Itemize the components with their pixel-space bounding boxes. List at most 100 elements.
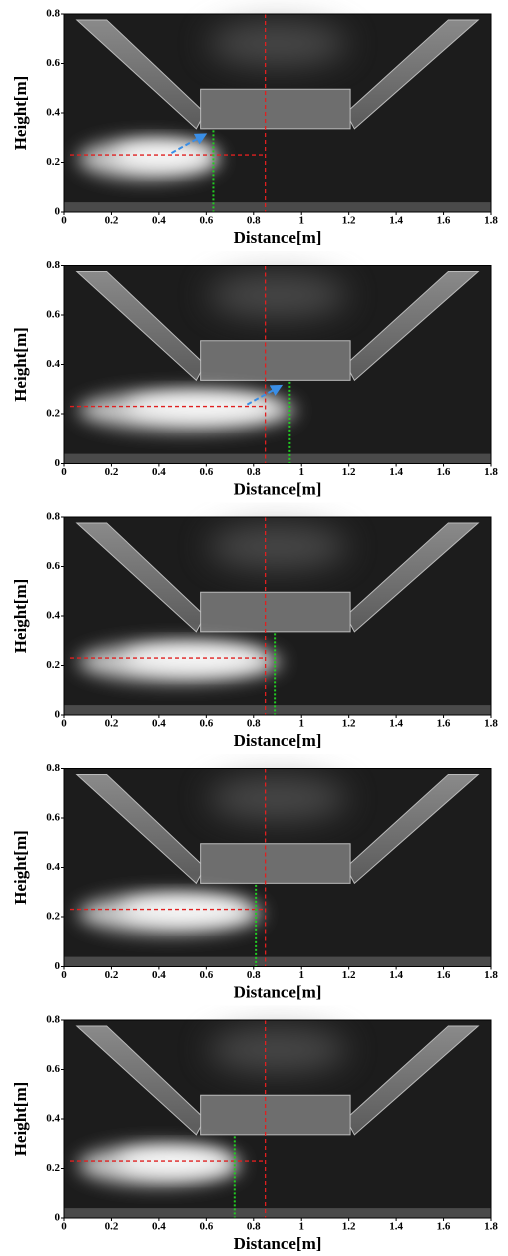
y-tick-label: 0.2 bbox=[46, 1162, 60, 1174]
x-tick-label: 1.2 bbox=[342, 466, 356, 478]
x-axis-title: Distance[m] bbox=[234, 228, 322, 247]
x-tick-label: 0.4 bbox=[152, 718, 166, 730]
x-tick-label: 1 bbox=[298, 969, 304, 981]
y-tick-label: 0.6 bbox=[46, 560, 60, 572]
x-tick-label: 0.8 bbox=[247, 215, 261, 227]
x-tick-label: 0.6 bbox=[199, 1221, 213, 1233]
floor-strip bbox=[64, 453, 491, 464]
x-tick-label: 0 bbox=[61, 969, 67, 981]
x-tick-label: 0.8 bbox=[247, 718, 261, 730]
y-tick-label: 0 bbox=[55, 206, 61, 218]
y-tick-label: 0.4 bbox=[46, 1113, 60, 1125]
y-tick-label: 0.4 bbox=[46, 610, 60, 622]
x-tick-label: 1.8 bbox=[484, 1221, 498, 1233]
y-tick-label: 0.4 bbox=[46, 107, 60, 119]
x-tick-label: 1.4 bbox=[389, 1221, 403, 1233]
x-tick-label: 1.4 bbox=[389, 215, 403, 227]
x-tick-label: 1.4 bbox=[389, 718, 403, 730]
y-tick-label: 0.6 bbox=[46, 1063, 60, 1075]
y-tick-label: 0.6 bbox=[46, 309, 60, 321]
hood-bottom bbox=[200, 843, 351, 884]
x-tick-label: 0.6 bbox=[199, 969, 213, 981]
y-tick-label: 0 bbox=[55, 457, 61, 469]
y-tick-label: 0.2 bbox=[46, 156, 60, 168]
smoke-core bbox=[117, 1148, 232, 1175]
y-tick-label: 0.4 bbox=[46, 861, 60, 873]
smoke-core bbox=[126, 393, 277, 420]
x-tick-label: 1.2 bbox=[342, 1221, 356, 1233]
x-tick-label: 1.2 bbox=[342, 215, 356, 227]
y-tick-label: 0.2 bbox=[46, 659, 60, 671]
x-tick-label: 1.6 bbox=[437, 718, 451, 730]
x-axis-title: Distance[m] bbox=[234, 1234, 322, 1253]
panel: 0 0.2 0.4 0.6 0.8 1 1.2 1.4 1.6 1.800.20.40.60.8D… bbox=[11, 1014, 498, 1253]
panel: 0 0.2 0.4 0.6 0.8 1 1.2 1.4 1.6 1.800.20.40.60.8D… bbox=[11, 762, 498, 1001]
x-tick-label: 1.2 bbox=[342, 969, 356, 981]
y-tick-label: 0.8 bbox=[46, 762, 60, 774]
panel: 0 0.2 0.4 0.6 0.8 1 1.2 1.4 1.6 1.800.20.40.60.8D… bbox=[11, 259, 498, 498]
x-tick-label: 0 bbox=[61, 718, 67, 730]
x-tick-label: 0.4 bbox=[152, 466, 166, 478]
smoke-haze bbox=[207, 21, 348, 66]
x-tick-label: 0.2 bbox=[105, 1221, 119, 1233]
x-tick-label: 1.4 bbox=[389, 969, 403, 981]
hood-bottom bbox=[200, 340, 351, 381]
x-tick-label: 1.4 bbox=[389, 466, 403, 478]
x-axis-title: Distance[m] bbox=[234, 982, 322, 1001]
x-tick-label: 0.2 bbox=[105, 969, 119, 981]
x-tick-label: 1.6 bbox=[437, 466, 451, 478]
smoke-haze bbox=[207, 273, 348, 318]
x-tick-label: 1.6 bbox=[437, 215, 451, 227]
y-tick-label: 0.6 bbox=[46, 57, 60, 69]
x-tick-label: 0 bbox=[61, 215, 67, 227]
x-tick-label: 0.4 bbox=[152, 969, 166, 981]
y-tick-label: 0 bbox=[55, 709, 61, 721]
y-tick-label: 0.8 bbox=[46, 511, 60, 523]
y-axis-title: Height[m] bbox=[11, 76, 30, 151]
panel: 0 0.2 0.4 0.6 0.8 1 1.2 1.4 1.6 1.800.20.40.60.8D… bbox=[11, 511, 498, 750]
x-axis-title: Distance[m] bbox=[234, 479, 322, 498]
hood-bottom bbox=[200, 1094, 351, 1136]
smoke-haze bbox=[207, 1027, 348, 1072]
y-tick-label: 0.8 bbox=[46, 1014, 60, 1026]
y-axis-title: Height[m] bbox=[11, 327, 30, 402]
panel: 0 0.2 0.4 0.6 0.8 1 1.2 1.4 1.6 1.800.20.40.60.8D… bbox=[11, 8, 498, 247]
flow-arrow bbox=[170, 133, 208, 154]
x-tick-label: 0.8 bbox=[247, 969, 261, 981]
x-tick-label: 1.6 bbox=[437, 1221, 451, 1233]
flow-arrow bbox=[246, 384, 284, 406]
floor-strip bbox=[64, 705, 491, 715]
hood-bottom bbox=[200, 591, 351, 633]
x-tick-label: 1.6 bbox=[437, 969, 451, 981]
y-axis-title: Height[m] bbox=[11, 1082, 30, 1157]
x-tick-label: 0.2 bbox=[105, 718, 119, 730]
y-axis-title: Height[m] bbox=[11, 830, 30, 905]
x-tick-label: 1.8 bbox=[484, 466, 498, 478]
x-tick-label: 0.8 bbox=[247, 466, 261, 478]
x-tick-label: 1.8 bbox=[484, 969, 498, 981]
smoke-core bbox=[124, 645, 265, 672]
floor-strip bbox=[64, 1208, 491, 1218]
y-tick-label: 0.8 bbox=[46, 259, 60, 271]
hood-bottom bbox=[200, 88, 351, 130]
y-axis-title: Height[m] bbox=[11, 579, 30, 654]
x-tick-label: 1 bbox=[298, 215, 304, 227]
x-tick-label: 1.2 bbox=[342, 718, 356, 730]
x-tick-label: 0 bbox=[61, 466, 67, 478]
smoke-haze bbox=[207, 776, 348, 821]
x-tick-label: 0.2 bbox=[105, 466, 119, 478]
x-axis-title: Distance[m] bbox=[234, 731, 322, 750]
x-tick-label: 1 bbox=[298, 466, 304, 478]
y-tick-label: 0.4 bbox=[46, 358, 60, 370]
x-tick-label: 1.8 bbox=[484, 215, 498, 227]
floor-strip bbox=[64, 202, 491, 212]
x-tick-label: 0.6 bbox=[199, 466, 213, 478]
x-tick-label: 1 bbox=[298, 1221, 304, 1233]
y-tick-label: 0.2 bbox=[46, 408, 60, 420]
x-tick-label: 0 bbox=[61, 1221, 67, 1233]
smoke-haze bbox=[207, 524, 348, 569]
x-tick-label: 1 bbox=[298, 718, 304, 730]
x-tick-label: 1.8 bbox=[484, 718, 498, 730]
x-tick-label: 0.4 bbox=[152, 1221, 166, 1233]
